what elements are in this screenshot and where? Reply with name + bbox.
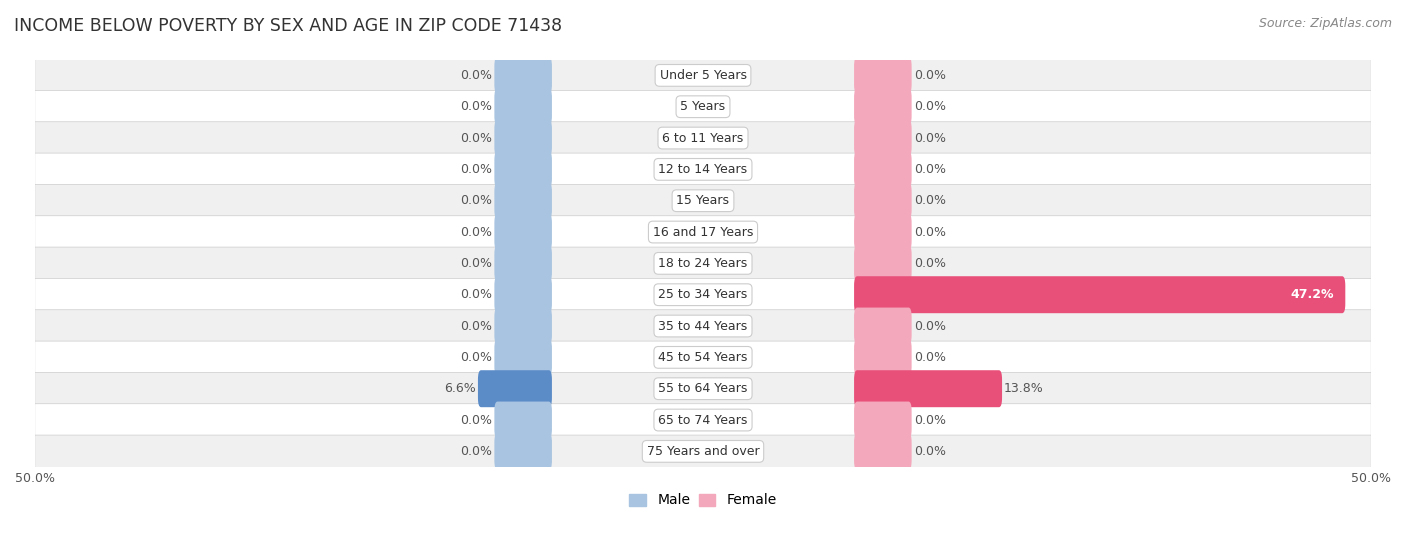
FancyBboxPatch shape bbox=[35, 122, 1371, 154]
FancyBboxPatch shape bbox=[853, 339, 911, 376]
FancyBboxPatch shape bbox=[495, 245, 553, 282]
FancyBboxPatch shape bbox=[35, 216, 1371, 248]
Text: 18 to 24 Years: 18 to 24 Years bbox=[658, 257, 748, 270]
FancyBboxPatch shape bbox=[495, 401, 553, 438]
Text: 0.0%: 0.0% bbox=[460, 288, 492, 301]
Text: 0.0%: 0.0% bbox=[914, 320, 946, 333]
Text: 0.0%: 0.0% bbox=[460, 257, 492, 270]
Text: 16 and 17 Years: 16 and 17 Years bbox=[652, 225, 754, 239]
FancyBboxPatch shape bbox=[495, 433, 553, 470]
Text: 0.0%: 0.0% bbox=[460, 194, 492, 207]
Text: 55 to 64 Years: 55 to 64 Years bbox=[658, 382, 748, 395]
FancyBboxPatch shape bbox=[495, 182, 553, 219]
FancyBboxPatch shape bbox=[495, 57, 553, 94]
Text: 0.0%: 0.0% bbox=[914, 163, 946, 176]
FancyBboxPatch shape bbox=[35, 184, 1371, 217]
FancyBboxPatch shape bbox=[35, 404, 1371, 437]
FancyBboxPatch shape bbox=[853, 433, 911, 470]
Text: 13.8%: 13.8% bbox=[1004, 382, 1043, 395]
Text: 0.0%: 0.0% bbox=[460, 445, 492, 458]
Text: 0.0%: 0.0% bbox=[460, 351, 492, 364]
Text: 0.0%: 0.0% bbox=[914, 69, 946, 82]
FancyBboxPatch shape bbox=[853, 245, 911, 282]
Text: 0.0%: 0.0% bbox=[914, 257, 946, 270]
Text: Source: ZipAtlas.com: Source: ZipAtlas.com bbox=[1258, 17, 1392, 30]
Text: 0.0%: 0.0% bbox=[914, 445, 946, 458]
Text: 15 Years: 15 Years bbox=[676, 194, 730, 207]
FancyBboxPatch shape bbox=[35, 341, 1371, 373]
Text: 0.0%: 0.0% bbox=[914, 351, 946, 364]
FancyBboxPatch shape bbox=[853, 120, 911, 157]
FancyBboxPatch shape bbox=[35, 372, 1371, 405]
FancyBboxPatch shape bbox=[495, 339, 553, 376]
FancyBboxPatch shape bbox=[35, 153, 1371, 186]
FancyBboxPatch shape bbox=[853, 214, 911, 250]
FancyBboxPatch shape bbox=[35, 59, 1371, 92]
FancyBboxPatch shape bbox=[853, 182, 911, 219]
FancyBboxPatch shape bbox=[35, 247, 1371, 280]
FancyBboxPatch shape bbox=[495, 88, 553, 125]
Text: 0.0%: 0.0% bbox=[460, 320, 492, 333]
FancyBboxPatch shape bbox=[495, 214, 553, 250]
FancyBboxPatch shape bbox=[495, 120, 553, 157]
Text: 0.0%: 0.0% bbox=[460, 163, 492, 176]
FancyBboxPatch shape bbox=[853, 370, 1002, 407]
FancyBboxPatch shape bbox=[853, 151, 911, 188]
Legend: Male, Female: Male, Female bbox=[624, 488, 782, 513]
Text: 47.2%: 47.2% bbox=[1291, 288, 1334, 301]
Text: 0.0%: 0.0% bbox=[460, 69, 492, 82]
Text: 0.0%: 0.0% bbox=[460, 225, 492, 239]
Text: 0.0%: 0.0% bbox=[914, 100, 946, 113]
Text: 0.0%: 0.0% bbox=[460, 100, 492, 113]
Text: 0.0%: 0.0% bbox=[914, 414, 946, 427]
Text: 0.0%: 0.0% bbox=[914, 194, 946, 207]
Text: 5 Years: 5 Years bbox=[681, 100, 725, 113]
FancyBboxPatch shape bbox=[853, 307, 911, 344]
Text: 35 to 44 Years: 35 to 44 Years bbox=[658, 320, 748, 333]
FancyBboxPatch shape bbox=[35, 91, 1371, 123]
Text: 0.0%: 0.0% bbox=[460, 414, 492, 427]
Text: 6 to 11 Years: 6 to 11 Years bbox=[662, 131, 744, 145]
FancyBboxPatch shape bbox=[495, 307, 553, 344]
FancyBboxPatch shape bbox=[853, 401, 911, 438]
Text: 0.0%: 0.0% bbox=[914, 225, 946, 239]
FancyBboxPatch shape bbox=[478, 370, 553, 407]
Text: INCOME BELOW POVERTY BY SEX AND AGE IN ZIP CODE 71438: INCOME BELOW POVERTY BY SEX AND AGE IN Z… bbox=[14, 17, 562, 35]
Text: 25 to 34 Years: 25 to 34 Years bbox=[658, 288, 748, 301]
Text: 0.0%: 0.0% bbox=[460, 131, 492, 145]
Text: Under 5 Years: Under 5 Years bbox=[659, 69, 747, 82]
FancyBboxPatch shape bbox=[495, 276, 553, 313]
Text: 75 Years and over: 75 Years and over bbox=[647, 445, 759, 458]
Text: 65 to 74 Years: 65 to 74 Years bbox=[658, 414, 748, 427]
Text: 45 to 54 Years: 45 to 54 Years bbox=[658, 351, 748, 364]
FancyBboxPatch shape bbox=[853, 276, 1346, 313]
FancyBboxPatch shape bbox=[495, 151, 553, 188]
FancyBboxPatch shape bbox=[853, 88, 911, 125]
Text: 6.6%: 6.6% bbox=[444, 382, 475, 395]
FancyBboxPatch shape bbox=[35, 310, 1371, 342]
Text: 0.0%: 0.0% bbox=[914, 131, 946, 145]
FancyBboxPatch shape bbox=[35, 435, 1371, 468]
FancyBboxPatch shape bbox=[35, 278, 1371, 311]
Text: 12 to 14 Years: 12 to 14 Years bbox=[658, 163, 748, 176]
FancyBboxPatch shape bbox=[853, 57, 911, 94]
